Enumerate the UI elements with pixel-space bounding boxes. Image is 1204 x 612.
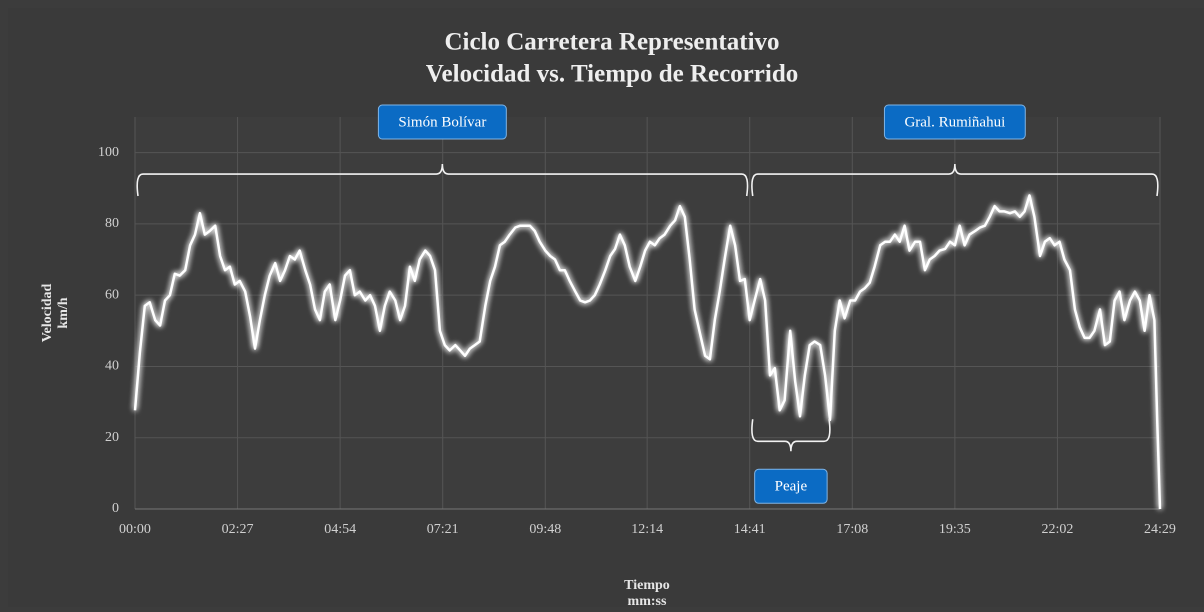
x-axis-unit: mm:ss [628, 594, 667, 607]
data-line [133, 194, 1162, 510]
annotation-box [883, 104, 1026, 140]
x-tick-label: 14:41 [734, 522, 766, 537]
y-tick-label: 80 [105, 216, 119, 231]
x-tick-label: 00:00 [119, 522, 151, 537]
y-axis-title: Velocidad [40, 283, 55, 342]
x-tick-label: 22:02 [1041, 522, 1073, 537]
y-tick-label: 100 [98, 145, 119, 160]
annotation-box [754, 468, 828, 504]
y-tick-label: 0 [112, 501, 119, 516]
x-tick-label: 19:35 [939, 522, 971, 537]
x-tick-label: 04:54 [324, 522, 356, 537]
x-tick-label: 24:29 [1144, 522, 1176, 537]
x-tick-label: 02:27 [222, 522, 254, 537]
x-axis-title: Tiempo [624, 578, 670, 593]
x-tick-label: 09:48 [529, 522, 561, 537]
annotation-label: Peaje [775, 479, 808, 495]
annotation: Peaje [754, 468, 828, 504]
y-tick-label: 40 [105, 359, 119, 374]
annotation-box [377, 104, 507, 140]
y-tick-label: 20 [105, 430, 119, 445]
annotation: Simón Bolívar [377, 104, 507, 140]
x-tick-label: 12:14 [631, 522, 663, 537]
chart-title: Ciclo Carretera Representativo [444, 29, 779, 56]
y-tick-label: 60 [105, 287, 119, 302]
annotation-label: Gral. Rumiñahui [904, 114, 1005, 130]
annotation: Gral. Rumiñahui [883, 104, 1026, 140]
annotation-label: Simón Bolívar [398, 114, 486, 130]
x-tick-label: 17:08 [836, 522, 868, 537]
x-tick-label: 07:21 [427, 522, 459, 537]
chart-subtitle: Velocidad vs. Tiempo de Recorrido [426, 61, 798, 88]
y-axis-unit: km/h [56, 297, 71, 328]
